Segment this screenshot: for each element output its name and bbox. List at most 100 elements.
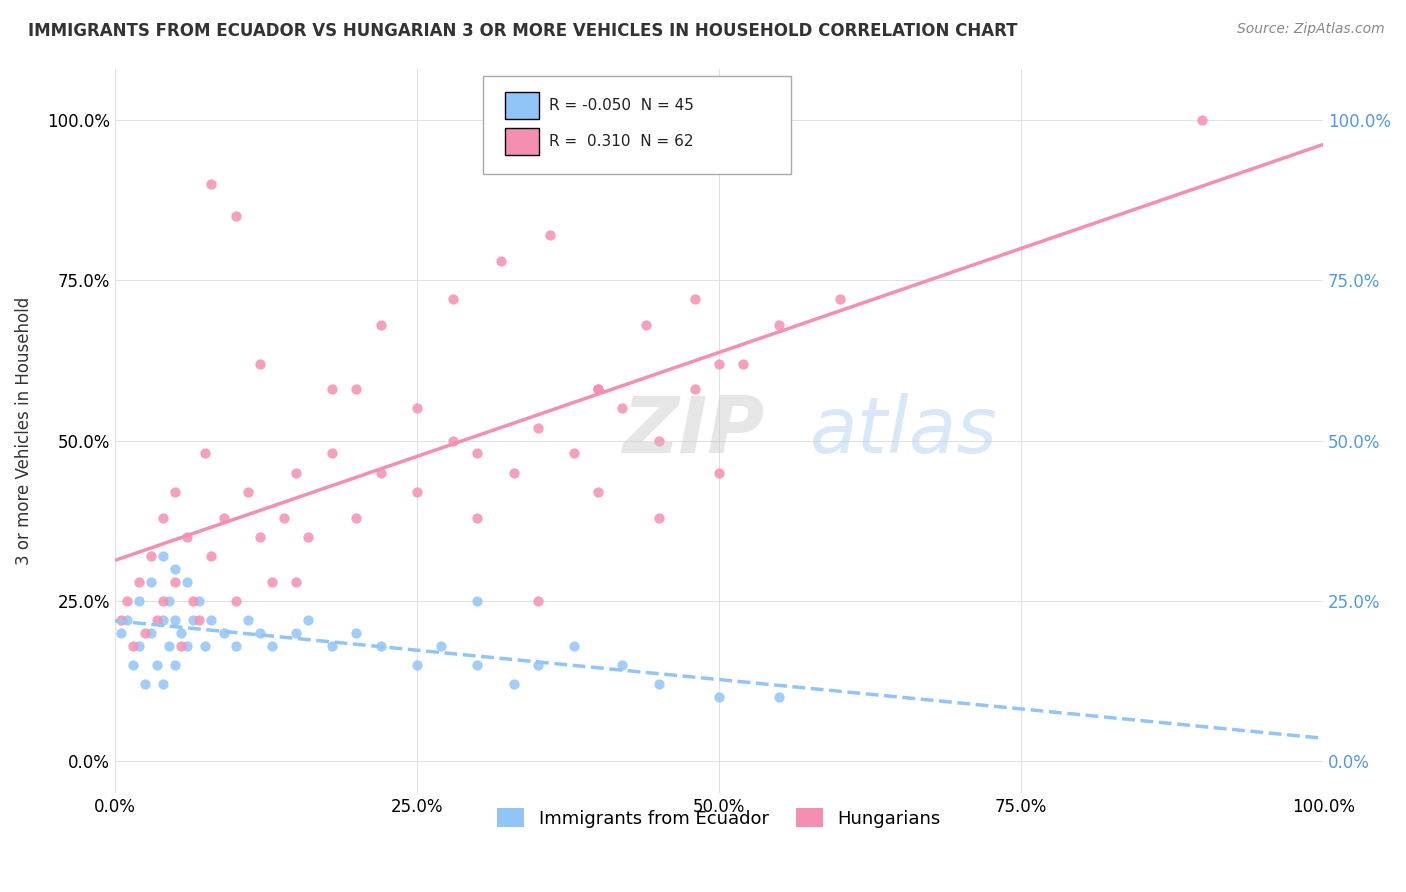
Point	[370, 639, 392, 653]
Point	[236, 484, 259, 499]
Point	[612, 658, 634, 673]
Point	[115, 613, 138, 627]
Point	[405, 484, 427, 499]
Text: ZIP: ZIP	[623, 393, 765, 469]
Point	[200, 549, 222, 563]
Point	[146, 658, 169, 673]
Point	[122, 658, 145, 673]
Point	[586, 382, 609, 396]
Point	[297, 613, 319, 627]
Point	[405, 401, 427, 416]
Text: Source: ZipAtlas.com: Source: ZipAtlas.com	[1237, 22, 1385, 37]
Point	[733, 357, 755, 371]
Point	[225, 209, 247, 223]
Point	[152, 510, 174, 524]
Point	[465, 510, 488, 524]
Point	[200, 177, 222, 191]
Point	[157, 594, 180, 608]
Point	[346, 626, 368, 640]
Point	[212, 626, 235, 640]
Point	[188, 594, 211, 608]
Text: R =  0.310  N = 62: R = 0.310 N = 62	[548, 134, 693, 149]
Point	[538, 228, 561, 243]
Point	[165, 574, 187, 589]
Point	[165, 613, 187, 627]
Point	[249, 357, 271, 371]
Point	[586, 484, 609, 499]
Point	[285, 626, 308, 640]
Point	[526, 658, 548, 673]
Point	[370, 466, 392, 480]
Point	[115, 594, 138, 608]
Point	[683, 382, 706, 396]
Point	[707, 466, 730, 480]
Point	[346, 510, 368, 524]
Point	[170, 626, 193, 640]
Point	[110, 626, 132, 640]
Point	[134, 677, 156, 691]
Point	[465, 446, 488, 460]
Point	[768, 318, 790, 332]
Point	[321, 639, 343, 653]
Point	[707, 357, 730, 371]
Point	[152, 613, 174, 627]
Point	[683, 293, 706, 307]
Point	[139, 549, 162, 563]
Point	[297, 530, 319, 544]
Point	[225, 639, 247, 653]
Point	[562, 639, 585, 653]
Point	[636, 318, 658, 332]
Point	[1191, 112, 1213, 127]
Point	[612, 401, 634, 416]
Point	[828, 293, 851, 307]
Point	[134, 626, 156, 640]
FancyBboxPatch shape	[484, 76, 792, 174]
Point	[194, 639, 217, 653]
Point	[562, 446, 585, 460]
Point	[181, 594, 204, 608]
Point	[249, 626, 271, 640]
Point	[128, 639, 150, 653]
Point	[285, 466, 308, 480]
Point	[110, 613, 132, 627]
Point	[122, 639, 145, 653]
Point	[526, 421, 548, 435]
Point	[212, 510, 235, 524]
Point	[441, 434, 464, 448]
Point	[176, 530, 198, 544]
Point	[165, 562, 187, 576]
Point	[236, 613, 259, 627]
Point	[405, 658, 427, 673]
Point	[165, 484, 187, 499]
Point	[430, 639, 453, 653]
Point	[707, 690, 730, 705]
Point	[465, 658, 488, 673]
Point	[260, 574, 283, 589]
Legend: Immigrants from Ecuador, Hungarians: Immigrants from Ecuador, Hungarians	[491, 801, 948, 835]
Point	[502, 466, 524, 480]
Point	[188, 613, 211, 627]
Text: IMMIGRANTS FROM ECUADOR VS HUNGARIAN 3 OR MORE VEHICLES IN HOUSEHOLD CORRELATION: IMMIGRANTS FROM ECUADOR VS HUNGARIAN 3 O…	[28, 22, 1018, 40]
Point	[200, 613, 222, 627]
Point	[176, 574, 198, 589]
Point	[260, 639, 283, 653]
Point	[370, 318, 392, 332]
Text: R = -0.050  N = 45: R = -0.050 N = 45	[548, 98, 693, 113]
Point	[225, 594, 247, 608]
Point	[586, 382, 609, 396]
Point	[146, 613, 169, 627]
Point	[647, 510, 669, 524]
Point	[165, 658, 187, 673]
Point	[273, 510, 295, 524]
Point	[139, 574, 162, 589]
Point	[139, 626, 162, 640]
Point	[768, 690, 790, 705]
FancyBboxPatch shape	[505, 128, 538, 155]
Point	[176, 639, 198, 653]
Point	[441, 293, 464, 307]
Point	[526, 594, 548, 608]
Point	[152, 549, 174, 563]
Point	[502, 677, 524, 691]
Point	[128, 574, 150, 589]
Point	[157, 639, 180, 653]
